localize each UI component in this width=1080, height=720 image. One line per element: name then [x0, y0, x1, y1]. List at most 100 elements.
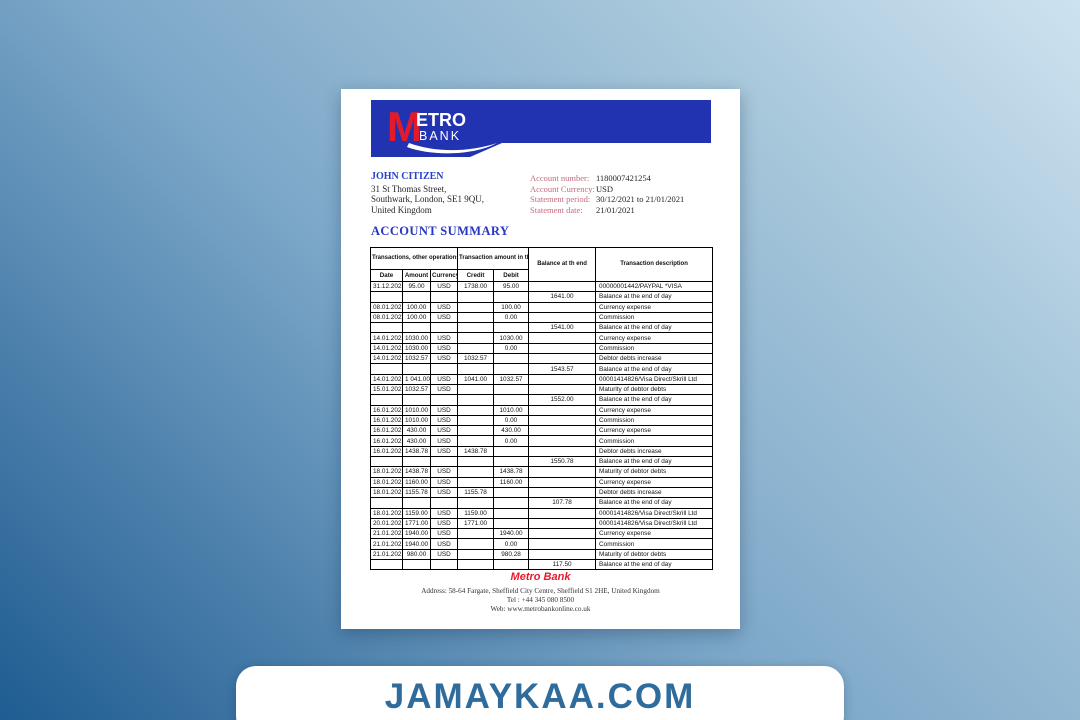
- cell-currency: USD: [429, 383, 459, 396]
- watermark-text: JAMAYKAA.COM: [384, 677, 696, 716]
- cell-amount: 1940.00: [402, 528, 431, 540]
- cell-currency: USD: [429, 373, 459, 385]
- cell-description: Maturity of debtor debts: [595, 548, 714, 561]
- cell-description: Commission: [595, 311, 714, 324]
- cell-debit: 0.00: [493, 342, 530, 355]
- cell-debit: 0.00: [493, 538, 530, 550]
- meta-row: Statement period: 30/12/2021 to 21/01/20…: [530, 194, 715, 205]
- meta-label: Account number:: [530, 173, 590, 183]
- cell-date: 21.01.2021: [370, 538, 403, 550]
- cell-debit: 980.28: [493, 548, 530, 561]
- logo-etro: ETRO: [416, 110, 466, 130]
- cell-date: 18.01.2021: [370, 466, 403, 478]
- cell-credit: [457, 404, 495, 416]
- cell-description: 00001414826/Visa Direct/Skrill Ltd: [595, 517, 714, 530]
- meta-value: USD: [596, 183, 614, 194]
- logo-blue-banner: [371, 100, 711, 157]
- statement-meta-block: Account number: 1180007421254 Account Cu…: [530, 173, 715, 215]
- cell-description: Maturity of debtor debts: [595, 466, 714, 478]
- cell-amount: 1155.78: [402, 486, 431, 499]
- col-group-transactions: Transactions, other operations: [369, 247, 459, 270]
- cell-debit: [493, 497, 530, 509]
- table-row: 117.50 Balance at the end of day: [370, 559, 714, 571]
- cell-credit: [457, 311, 495, 324]
- cell-credit: [457, 559, 495, 571]
- cell-description: Debtor debts increase: [595, 445, 714, 458]
- cell-credit: [457, 435, 495, 447]
- cell-description: Currency expense: [595, 404, 714, 416]
- table-row: 14.01.2021 1030.00 USD 0.00 Commission: [370, 342, 714, 355]
- cell-amount: 1940.00: [402, 538, 431, 550]
- cell-balance: 107.78: [528, 497, 597, 509]
- cell-debit: 430.00: [493, 425, 530, 437]
- cell-currency: [429, 456, 459, 468]
- cell-balance: [528, 445, 597, 458]
- cell-currency: [429, 394, 459, 406]
- cell-currency: USD: [429, 486, 459, 499]
- cell-credit: [457, 456, 495, 468]
- cell-currency: USD: [429, 414, 459, 427]
- cell-debit: [493, 291, 530, 303]
- cell-currency: [429, 559, 459, 571]
- cell-description: Currency expense: [595, 476, 714, 488]
- cell-currency: USD: [429, 332, 459, 344]
- cell-description: Commission: [595, 342, 714, 355]
- cell-date: [370, 394, 403, 406]
- cell-debit: 0.00: [493, 435, 530, 447]
- cell-balance: [528, 280, 597, 293]
- cell-credit: [457, 394, 495, 406]
- cell-amount: 1 041.00: [402, 373, 431, 385]
- cell-currency: USD: [429, 425, 459, 437]
- cell-credit: [457, 383, 495, 396]
- cell-balance: 1550.78: [528, 456, 597, 468]
- cell-credit: [457, 342, 495, 355]
- table-row: 08.01.2022 100.00 USD 0.00 Commission: [370, 311, 714, 324]
- bank-statement-document: M ETRO BANK JOHN CITIZEN 31 St Thomas St…: [341, 89, 740, 629]
- cell-date: 15.01.2021: [370, 383, 403, 396]
- cell-credit: [457, 497, 495, 509]
- cell-date: 21.01.2021: [370, 528, 403, 540]
- cell-balance: [528, 373, 597, 385]
- cell-date: 16.01.2021: [370, 404, 403, 416]
- table-row: 16.01.2021 430.00 USD 430.00 Currency expens…: [370, 425, 714, 437]
- cell-credit: 1738.00: [457, 280, 495, 293]
- page-title: ACCOUNT SUMMARY: [371, 224, 510, 238]
- cell-description: 00001414826/Visa Direct/Skrill Ltd: [595, 373, 714, 385]
- cell-debit: 1010.00: [493, 404, 530, 416]
- cell-amount: [402, 363, 431, 375]
- table-row: 16.01.2021 1010.00 USD 1010.00 Currency expe…: [370, 404, 714, 416]
- table-row: 15.01.2021 1032.57 USD Maturity of debtor d…: [370, 383, 714, 396]
- cell-debit: 1032.57: [493, 373, 530, 385]
- cell-debit: 100.00: [493, 301, 530, 313]
- meta-label: Statement period:: [530, 194, 591, 204]
- cell-credit: [457, 548, 495, 561]
- cell-date: [370, 559, 403, 571]
- cell-date: 16.01.2021: [370, 445, 403, 458]
- cell-debit: 1030.00: [493, 332, 530, 344]
- cell-description: Balance at the end of day: [595, 291, 714, 303]
- cell-debit: 95.00: [493, 280, 530, 293]
- cell-currency: USD: [429, 466, 459, 478]
- cell-date: 18.01.2021: [370, 486, 403, 499]
- cell-currency: USD: [429, 435, 459, 447]
- cell-balance: [528, 425, 597, 437]
- cell-balance: [528, 414, 597, 427]
- cell-currency: USD: [429, 507, 459, 519]
- meta-label: Account Currency:: [530, 183, 595, 194]
- cell-credit: [457, 538, 495, 550]
- cell-balance: [528, 301, 597, 313]
- table-row: 20.01.2021 1771.00 USD 1771.00 00001414826/V…: [370, 517, 714, 530]
- col-header-balance: Balance at th end: [528, 247, 597, 282]
- cell-balance: 1541.00: [528, 322, 597, 334]
- cell-description: Debtor debts increase: [595, 486, 714, 499]
- cell-amount: 1160.00: [402, 476, 431, 488]
- cell-date: 14.01.2021: [370, 353, 403, 365]
- footer-tel: Tel : +44 345 080 8500: [506, 596, 575, 604]
- cell-currency: USD: [429, 342, 459, 355]
- cell-currency: USD: [429, 280, 459, 293]
- logo-swoosh-icon: [407, 143, 497, 154]
- cell-amount: 95.00: [402, 280, 431, 293]
- cell-credit: 1438.78: [457, 445, 495, 458]
- watermark-bar: JAMAYKAA.COM: [236, 666, 844, 720]
- cell-description: Balance at the end of day: [595, 394, 714, 406]
